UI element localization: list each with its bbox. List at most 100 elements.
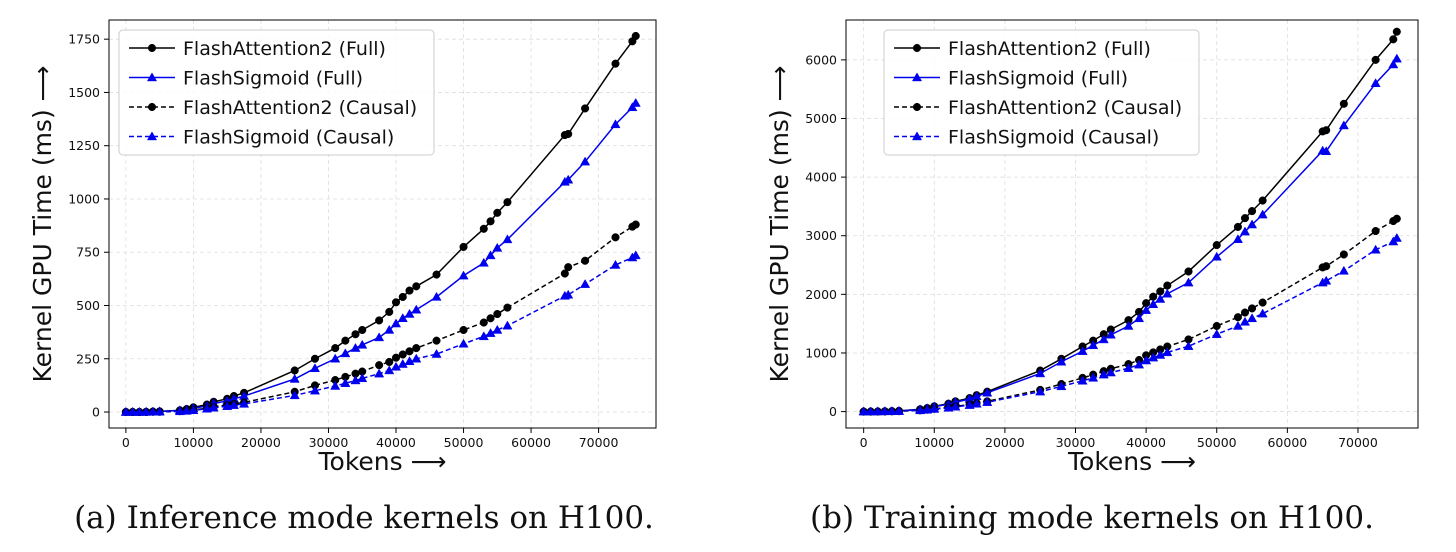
data-point <box>1258 196 1267 205</box>
data-point <box>1240 214 1250 223</box>
data-point <box>1257 308 1268 318</box>
data-point <box>1247 219 1258 229</box>
data-point <box>922 404 933 414</box>
data-point <box>1211 251 1222 261</box>
x-tick-label: 60000 <box>511 435 551 450</box>
data-point <box>1338 265 1349 275</box>
legend-marker <box>912 102 922 112</box>
data-point <box>1056 381 1067 391</box>
data-point <box>1148 352 1159 362</box>
data-point <box>1141 305 1152 314</box>
data-point <box>1233 222 1242 231</box>
data-point <box>1321 146 1332 156</box>
data-point <box>374 368 385 378</box>
data-point <box>560 269 569 278</box>
x-tick-label: 50000 <box>1197 435 1237 450</box>
data-point <box>485 328 496 337</box>
data-point <box>188 405 199 415</box>
series-line <box>863 218 1398 413</box>
data-point <box>310 354 320 363</box>
data-point <box>611 233 620 242</box>
data-point <box>432 336 441 345</box>
data-point <box>1212 241 1221 250</box>
data-point <box>1162 347 1173 357</box>
data-point <box>1232 234 1243 243</box>
data-point <box>929 403 940 413</box>
data-point <box>1392 27 1401 36</box>
data-point <box>432 270 441 279</box>
data-point <box>1258 298 1267 307</box>
x-axis-label: Tokens ⟶ <box>318 447 447 476</box>
data-point <box>1035 368 1046 378</box>
data-point <box>982 397 993 406</box>
y-axis: 0 250 500 750 1000 1250 1500 1750 <box>68 32 109 420</box>
panel-inference: 0 10000 20000 30000 40000 50000 60000 70000 0 250… <box>28 19 657 536</box>
y-tick-label: 5000 <box>805 111 837 126</box>
data-point <box>493 208 502 217</box>
data-point <box>1370 244 1381 254</box>
data-point <box>492 242 503 252</box>
data-point <box>610 259 621 269</box>
data-point <box>351 330 360 339</box>
data-point <box>1163 281 1172 290</box>
data-point <box>357 339 368 349</box>
x-tick-label: 10000 <box>914 435 954 450</box>
data-point <box>1321 275 1332 285</box>
data-point <box>1389 35 1398 44</box>
data-point <box>872 406 883 416</box>
x-tick-label: 70000 <box>1338 435 1378 450</box>
x-tick-label: 30000 <box>309 435 349 450</box>
data-point <box>411 304 422 314</box>
training-chart: 0 10000 20000 30000 40000 50000 60000 70000 0 100… <box>765 19 1419 476</box>
data-point <box>950 401 961 411</box>
panel-training: 0 10000 20000 30000 40000 50000 60000 70000 0 100… <box>728 0 1456 552</box>
data-point <box>1233 313 1242 322</box>
legend-label: FlashAttention2 (Causal) <box>948 97 1182 119</box>
data-point <box>154 406 165 416</box>
series-3 <box>858 232 1402 416</box>
y-tick-label: 1000 <box>68 191 100 206</box>
data-point <box>1391 232 1402 242</box>
y-tick-label: 1250 <box>68 138 100 153</box>
data-point <box>886 406 897 416</box>
x-tick-label: 30000 <box>1056 435 1096 450</box>
data-point <box>915 405 926 415</box>
data-point <box>289 390 300 400</box>
data-point <box>1035 386 1046 396</box>
data-point <box>563 289 574 299</box>
data-point <box>1184 267 1193 276</box>
data-point <box>610 119 621 129</box>
data-point <box>486 314 495 323</box>
legend-item: FlashSigmoid (Full) <box>894 68 1128 90</box>
data-point <box>1077 346 1088 355</box>
data-point <box>1247 313 1258 323</box>
legend-item: FlashSigmoid (Full) <box>129 68 363 90</box>
data-point <box>580 156 591 166</box>
data-point <box>340 348 351 358</box>
data-point <box>385 357 394 367</box>
data-point <box>134 406 145 416</box>
data-point <box>893 406 904 415</box>
data-point <box>330 380 341 390</box>
data-point <box>630 97 641 107</box>
plot-frame <box>108 19 657 429</box>
data-point <box>581 256 590 265</box>
legend-marker <box>911 131 923 141</box>
x-axis: 0 10000 20000 30000 40000 50000 60000 70000 <box>122 428 619 450</box>
legend-marker <box>146 72 158 82</box>
y-tick-label: 0 <box>829 404 837 419</box>
data-point <box>174 406 185 416</box>
y-tick-label: 1000 <box>805 345 837 360</box>
grid <box>846 20 1418 428</box>
data-point <box>486 217 495 226</box>
legend-marker <box>147 102 157 112</box>
data-point <box>1339 99 1348 108</box>
legend-label: FlashSigmoid (Full) <box>183 68 363 90</box>
data-point <box>1338 120 1349 130</box>
data-point <box>459 325 468 335</box>
data-point <box>357 373 368 383</box>
inference-chart: 0 10000 20000 30000 40000 50000 60000 70000 0 250… <box>28 19 657 476</box>
data-point <box>222 401 233 410</box>
data-point <box>1088 340 1099 350</box>
data-point <box>331 344 340 353</box>
